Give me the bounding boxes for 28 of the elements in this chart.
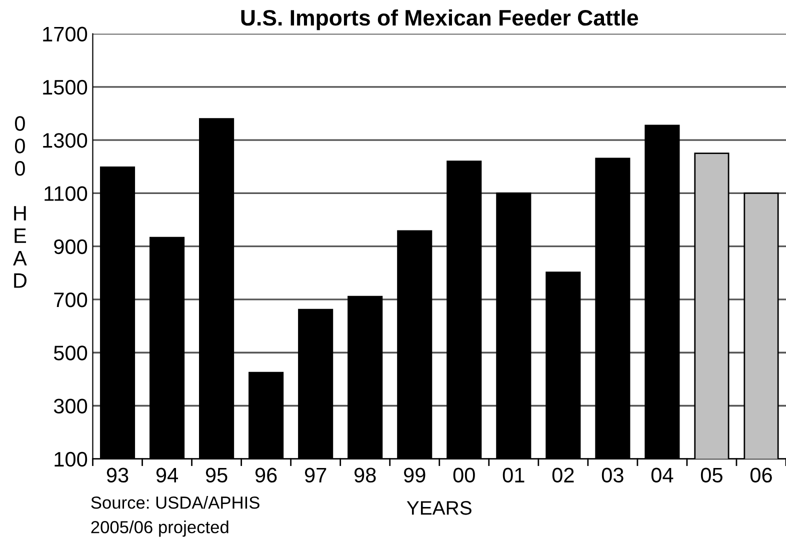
y-tick-label: 500 bbox=[54, 346, 88, 360]
y-tick-label: 100 bbox=[54, 452, 88, 467]
y-tick-label: 1500 bbox=[43, 80, 88, 95]
x-tick-label: 99 bbox=[404, 468, 426, 483]
source-note: Source: USDA/APHIS bbox=[91, 496, 260, 509]
x-tick-label: 06 bbox=[750, 468, 772, 483]
y-tick-label: 1100 bbox=[44, 186, 88, 201]
x-tick-label: 97 bbox=[304, 468, 326, 483]
x-tick-label: 01 bbox=[502, 468, 524, 483]
y-tick-label: 1700 bbox=[43, 26, 88, 42]
y-tick-label: 700 bbox=[54, 292, 88, 308]
text: 2005/06 projected bbox=[91, 520, 228, 537]
text: 000 HEAD bbox=[13, 116, 27, 288]
y-tick-label: 300 bbox=[54, 398, 88, 414]
x-tick-label: 05 bbox=[700, 468, 722, 483]
x-tick-label: 96 bbox=[255, 468, 277, 483]
x-tick-label: 03 bbox=[602, 468, 624, 483]
x-tick-label: 04 bbox=[651, 468, 674, 483]
x-tick-label: 02 bbox=[552, 468, 574, 483]
y-tick-label: 900 bbox=[54, 239, 88, 254]
x-tick-label: 00 bbox=[453, 468, 475, 483]
y-tick-label: 1300 bbox=[43, 133, 88, 148]
x-tick-label: 94 bbox=[156, 468, 178, 483]
x-tick-label: 98 bbox=[354, 468, 376, 483]
x-axis-title: YEARS bbox=[406, 501, 472, 515]
x-tick-label: 95 bbox=[206, 468, 228, 483]
chart-title: U.S. Imports of Mexican Feeder Cattle bbox=[241, 9, 638, 30]
x-tick-label: 93 bbox=[106, 468, 128, 483]
